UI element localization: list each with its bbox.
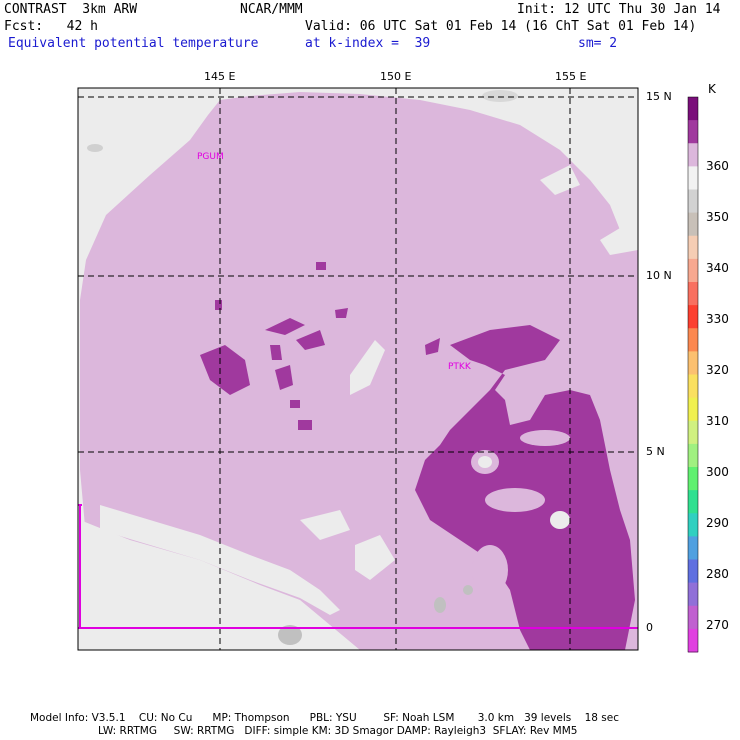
lon-label-155: 155 E — [555, 70, 587, 83]
dark-patch-4 — [270, 345, 282, 360]
header-field: Equivalent potential temperature — [8, 36, 259, 51]
dark-patch-7 — [290, 400, 300, 408]
gray-patch-south — [355, 535, 395, 580]
blob-hole-4 — [550, 511, 570, 529]
header-valid: Valid: 06 UTC Sat 01 Feb 14 (16 ChT Sat … — [305, 19, 697, 34]
colorbar-swatch — [688, 282, 698, 306]
colorbar-swatch — [688, 536, 698, 560]
colorbar-swatch — [688, 582, 698, 607]
colorbar-swatch — [688, 305, 698, 329]
gray-speck-4 — [482, 90, 518, 102]
dark-patch-8 — [425, 338, 440, 355]
gray-speck-2 — [434, 597, 446, 613]
dark-patch-2 — [265, 318, 305, 335]
colorbar-swatch — [688, 328, 698, 352]
dark-patch-6 — [298, 420, 312, 430]
gray-patch-west — [80, 520, 360, 650]
dark-purple-region — [415, 325, 635, 650]
colorbar-tick-label: 280 — [706, 567, 729, 581]
gray-patch-sw — [300, 510, 350, 540]
colorbar-tick-label: 350 — [706, 210, 729, 224]
colorbar-swatch — [688, 490, 698, 514]
lat-label-0: 0 — [646, 621, 653, 634]
colorbar-swatch — [688, 420, 698, 445]
colorbar-swatch — [688, 513, 698, 537]
dark-patch-10 — [316, 262, 326, 270]
gray-speck-3 — [463, 585, 473, 595]
blob-hole-6 — [472, 545, 508, 595]
dark-patch-3 — [296, 330, 325, 350]
lat-label-15n: 15 N — [646, 90, 672, 103]
lat-label-10n: 10 N — [646, 269, 672, 282]
colorbar-tick-label: 300 — [706, 465, 729, 479]
graticule — [78, 88, 638, 650]
station-ptkk: PTKK — [448, 362, 471, 372]
blob-hole-5 — [520, 430, 570, 446]
header-model: CONTRAST 3km ARW — [4, 2, 138, 17]
colorbar-swatch — [688, 605, 698, 630]
map-fill — [78, 88, 638, 650]
colorbar-swatch — [688, 235, 698, 260]
header-init: Init: 12 UTC Thu 30 Jan 14 — [517, 2, 721, 17]
colorbar-swatch — [688, 559, 698, 584]
header-smooth: sm= 2 — [578, 36, 618, 51]
colorbar-swatch — [688, 397, 698, 422]
colorbar-unit: K — [708, 82, 716, 96]
colorbar-swatch — [688, 443, 698, 468]
lon-label-150: 150 E — [380, 70, 412, 83]
colorbar-tick-label: 320 — [706, 363, 729, 377]
colorbar-swatch — [688, 467, 698, 491]
colorbar-swatch — [688, 120, 698, 144]
colorbar-swatch — [688, 143, 698, 167]
dark-patch-5 — [275, 365, 293, 390]
colorbar-tick-label: 360 — [706, 159, 729, 173]
header-fcst: Fcst: 42 h — [4, 19, 98, 34]
lat-label-5n: 5 N — [646, 445, 665, 458]
colorbar — [688, 97, 698, 653]
colorbar-swatch — [688, 351, 698, 375]
station-pgum: PGUM — [197, 152, 224, 162]
colorbar-swatch — [688, 97, 698, 121]
colorbar-swatch — [688, 189, 698, 214]
colorbar-tick-label: 340 — [706, 261, 729, 275]
lon-label-145: 145 E — [204, 70, 236, 83]
colorbar-swatch — [688, 258, 698, 283]
colorbar-swatch — [688, 166, 698, 190]
dark-patch-1 — [200, 345, 250, 395]
gray-speck-1 — [278, 625, 302, 645]
colorbar-tick-label: 290 — [706, 516, 729, 530]
colorbar-tick-label: 330 — [706, 312, 729, 326]
dark-patch-11 — [335, 308, 348, 318]
footer-line-1: Model Info: V3.5.1 CU: No Cu MP: Thompso… — [30, 712, 619, 724]
header-org: NCAR/MMM — [240, 2, 303, 17]
colorbar-swatch — [688, 628, 698, 653]
colorbar-swatch — [688, 212, 698, 237]
blob-hole-2 — [478, 456, 492, 468]
colorbar-swatch — [688, 374, 698, 399]
gray-patch-mid — [350, 340, 385, 395]
gray-patch-east — [600, 225, 638, 255]
blob-hole-3 — [485, 488, 545, 512]
map-frame — [77, 87, 639, 651]
colorbar-frame — [687, 96, 699, 653]
colorbar-tick-label: 310 — [706, 414, 729, 428]
dark-patch-9 — [215, 300, 222, 310]
gray-speck-5 — [87, 144, 103, 152]
header-level: at k-index = 39 — [305, 36, 431, 51]
colorbar-tick-label: 270 — [706, 618, 729, 632]
footer-line-2: LW: RRTMG SW: RRTMG DIFF: simple KM: 3D … — [98, 725, 578, 737]
